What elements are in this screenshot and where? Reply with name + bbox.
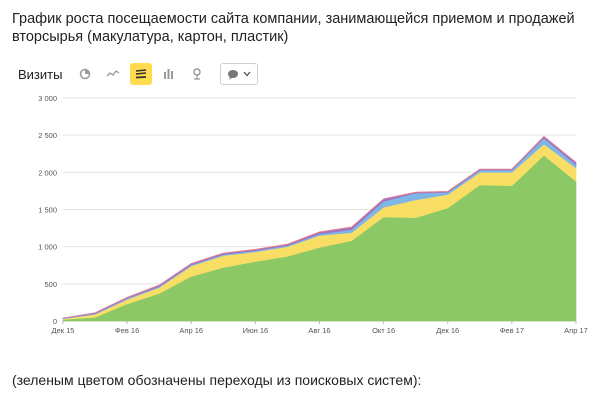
chart-areas (62, 135, 577, 322)
stacked-area-button[interactable] (130, 63, 153, 85)
map-pin-button[interactable] (186, 63, 208, 85)
series-area-5 (62, 135, 577, 319)
page-title: График роста посещаемости сайта компании… (12, 11, 575, 45)
line-chart-button[interactable] (102, 63, 124, 85)
y-tick-label: 500 (44, 280, 57, 289)
x-tick-label: Апр 16 (179, 326, 203, 335)
y-tick-label: 1 000 (38, 243, 57, 252)
stacked-area-icon (136, 69, 147, 79)
annotation-dropdown[interactable] (220, 63, 259, 85)
footnote: (зеленым цветом обозначены переходы из п… (12, 372, 422, 388)
x-tick-label: Дек 15 (52, 326, 75, 335)
x-axis-labels: Дек 15 Фев 16 Апр 16 Июн 16 Авг 16 Окт 16 Дек … (52, 321, 588, 335)
line-chart-icon (106, 70, 120, 77)
y-tick-label: 2 000 (38, 168, 57, 177)
bar-chart-icon (164, 69, 174, 79)
x-tick-label: Фев 17 (500, 326, 524, 335)
y-tick-label: 3 000 (38, 94, 57, 103)
pie-chart-button[interactable] (74, 63, 96, 85)
y-axis-labels: 0 500 1 000 1 500 2 000 2 500 3 000 (38, 94, 57, 326)
visits-chart: 0 500 1 000 1 500 2 000 2 500 3 000 Дек 15 Фев … (38, 94, 588, 335)
x-tick-label: Дек 16 (436, 326, 459, 335)
x-tick-label: Фев 16 (115, 326, 139, 335)
y-tick-label: 1 500 (38, 206, 57, 215)
comment-icon (228, 69, 239, 79)
x-tick-label: Апр 17 (564, 326, 588, 335)
chart-toolbar: Визиты (18, 62, 259, 86)
pie-chart-icon (80, 68, 91, 80)
map-pin-icon (193, 68, 202, 80)
metric-label: Визиты (18, 66, 63, 82)
bar-chart-button[interactable] (158, 63, 180, 85)
x-tick-label: Окт 16 (372, 326, 395, 335)
x-tick-label: Июн 16 (243, 326, 269, 335)
y-tick-label: 0 (53, 317, 57, 326)
chevron-down-icon (243, 71, 251, 77)
x-tick-label: Авг 16 (308, 326, 330, 335)
y-tick-label: 2 500 (38, 131, 57, 140)
